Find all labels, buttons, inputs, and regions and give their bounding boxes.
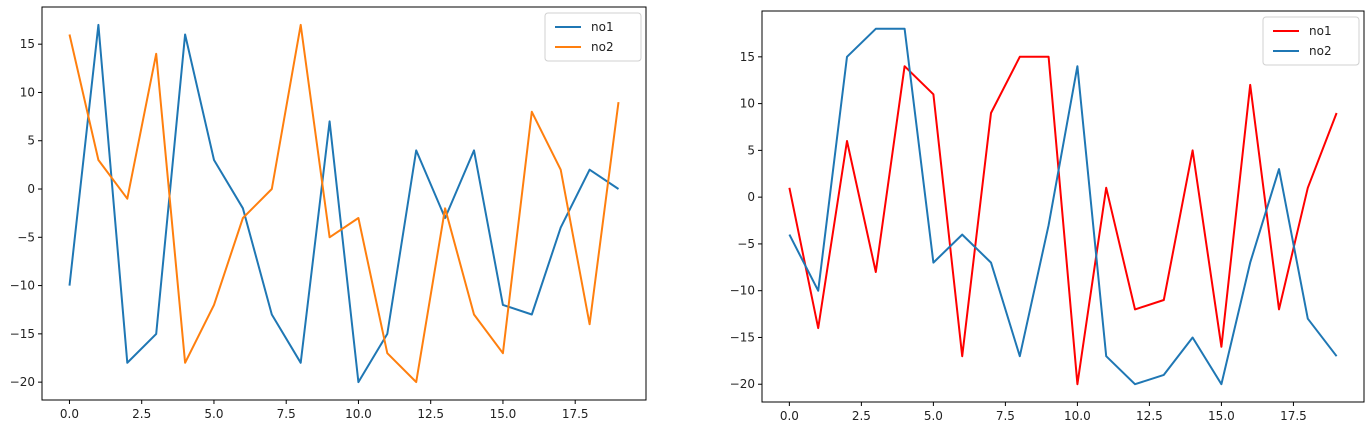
legend-box	[1262, 16, 1360, 66]
plot-frame	[761, 10, 1365, 403]
x-tick-label: 12.5	[1136, 409, 1163, 423]
y-tick-label: −5	[737, 237, 755, 251]
x-tick-label: 7.5	[996, 409, 1015, 423]
y-tick-label: 5	[27, 134, 35, 148]
y-tick-label: −15	[10, 327, 35, 341]
x-tick-label: 7.5	[277, 407, 296, 421]
x-tick-label: 15.0	[1208, 409, 1235, 423]
x-tick-label: 17.5	[1280, 409, 1307, 423]
series-line-no1	[788, 55, 1338, 386]
y-tick-label: 5	[747, 143, 755, 157]
x-tick-label: 10.0	[1064, 409, 1091, 423]
x-tick-label: 10.0	[345, 407, 372, 421]
y-tick-label: 15	[740, 50, 755, 64]
legend-label-no1: no1	[1309, 24, 1332, 38]
x-tick-label: 2.5	[132, 407, 151, 421]
x-tick-label: 15.0	[490, 407, 517, 421]
legend-label-no2: no2	[1309, 44, 1332, 58]
x-tick-label: 2.5	[852, 409, 871, 423]
series-line-no2	[68, 23, 620, 384]
legend-label-no2: no2	[591, 40, 614, 54]
y-tick-label: −15	[730, 330, 755, 344]
x-tick-label: 0.0	[780, 409, 799, 423]
legend-box	[544, 12, 642, 62]
y-tick-label: 0	[27, 182, 35, 196]
x-tick-label: 5.0	[924, 409, 943, 423]
y-tick-label: 10	[20, 85, 35, 99]
series-line-no2	[788, 27, 1338, 386]
y-tick-label: −20	[10, 375, 35, 389]
legend-label-no1: no1	[591, 20, 614, 34]
plot-frame	[41, 6, 647, 401]
x-tick-label: 12.5	[417, 407, 444, 421]
series-line-no1	[68, 23, 620, 384]
x-tick-label: 0.0	[60, 407, 79, 421]
y-tick-label: 0	[747, 190, 755, 204]
y-tick-label: 15	[20, 37, 35, 51]
x-tick-label: 17.5	[562, 407, 589, 421]
y-tick-label: −5	[17, 230, 35, 244]
y-tick-label: 10	[740, 97, 755, 111]
chart-left: 0.0 2.5 5.0 7.5 10.0 12.5 15.0 17.5 −20 −15 −10 −5 0…	[10, 6, 647, 421]
y-tick-label: −10	[730, 284, 755, 298]
y-tick-label: −10	[10, 279, 35, 293]
y-tick-label: −20	[730, 377, 755, 391]
chart-right: 0.0 2.5 5.0 7.5 10.0 12.5 15.0 17.5 −20 −15 −10 −5 0…	[730, 10, 1365, 423]
x-tick-label: 5.0	[204, 407, 223, 421]
